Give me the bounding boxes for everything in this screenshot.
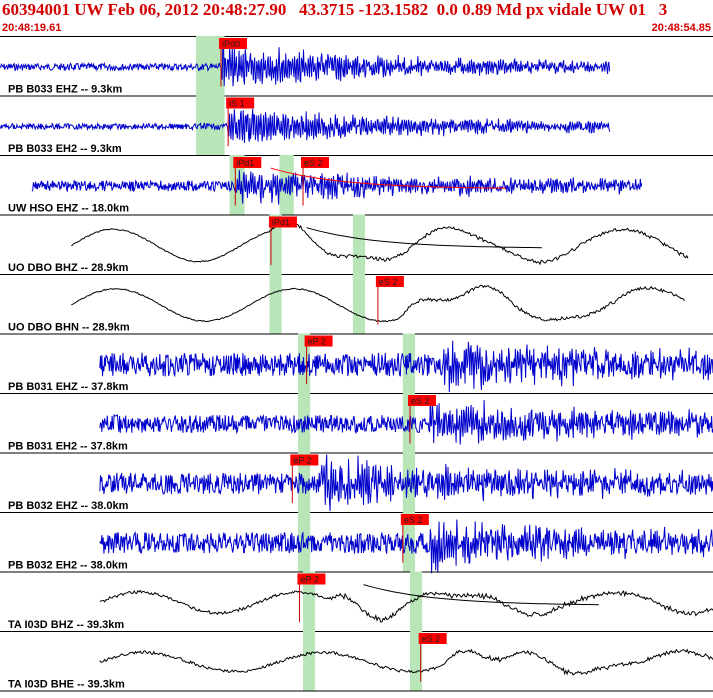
waveform-trace — [99, 400, 713, 445]
pick-flag-label: eS 2 — [379, 277, 398, 287]
trace-row[interactable]: eP 2 TA I03D BHZ -- 39.3km — [0, 571, 713, 632]
pick-flag-label: iS 1 — [229, 99, 245, 109]
pick-flag-label: eS 2 — [404, 515, 423, 525]
seismogram-panel[interactable]: iPd0 PB B033 EHZ -- 9.3km iS 1 PB B033 EH2 … — [0, 36, 713, 698]
pick-flag[interactable] — [219, 38, 248, 49]
pick-flag-label: eS 2 — [304, 158, 323, 168]
pick-flag[interactable] — [400, 514, 429, 525]
station-label: PB B032 EH2 -- 38.0km — [8, 560, 128, 572]
pick-flag-label: eS 2 — [422, 634, 441, 644]
pick-flag-label: iPd1 — [236, 158, 254, 168]
pick-flag-label: iPd1 — [272, 218, 290, 228]
pick-flag-label: eP 2 — [300, 575, 318, 585]
pick-flag-label: eP 2 — [308, 337, 326, 347]
waveform-trace — [0, 43, 611, 87]
pick-flag-label: eS 2 — [411, 396, 430, 406]
waveform-trace — [99, 648, 713, 676]
pick-flag-label: eP 2 — [293, 456, 311, 466]
coda-decay-curve — [270, 167, 507, 189]
waveform-trace — [99, 589, 713, 623]
station-label: TA I03D BHZ -- 39.3km — [8, 619, 124, 631]
waveform-trace — [99, 340, 713, 393]
pick-flag[interactable] — [297, 573, 326, 585]
pick-window-shade — [409, 571, 423, 631]
pick-window-shade — [352, 214, 366, 274]
pick-window-shade — [303, 631, 316, 691]
waveform-trace — [99, 519, 713, 574]
station-label: UO DBO BHZ -- 28.9km — [8, 262, 129, 274]
pick-flag-label: iPd0 — [222, 39, 240, 49]
coda-decay-curve — [363, 584, 599, 606]
pick-flag[interactable] — [226, 97, 255, 109]
trace-row[interactable]: eS 2 PB B032 EH2 -- 38.0km — [0, 512, 713, 574]
pick-flag[interactable] — [233, 157, 262, 168]
pick-window-shade — [402, 512, 415, 572]
pick-flag[interactable] — [268, 216, 297, 228]
pick-flag[interactable] — [418, 633, 447, 644]
waveform-trace — [31, 170, 643, 205]
pick-flag[interactable] — [301, 157, 330, 168]
trace-row[interactable]: eS 2 UO DBO BHN -- 28.9km — [0, 274, 713, 335]
pick-window-shade — [409, 631, 423, 691]
end-time-label: 20:48:54.85 — [651, 22, 711, 34]
station-label: PB B032 EHZ -- 38.0km — [8, 500, 129, 512]
station-label: PB B031 EH2 -- 37.8km — [8, 441, 128, 453]
header-bar: 60394001 UW Feb 06, 2012 20:48:27.90 43.… — [0, 0, 713, 36]
trace-row[interactable]: eP 2 PB B031 EHZ -- 37.8km — [0, 333, 713, 394]
trace-row[interactable]: eS 2 TA I03D BHE -- 39.3km — [0, 631, 713, 692]
pick-flag[interactable] — [290, 454, 319, 466]
waveform-trace — [99, 454, 713, 512]
trace-row[interactable]: iPd1 eS 2 UW HSO EHZ -- 18.0km — [0, 155, 713, 216]
station-label: PB B033 EH2 -- 9.3km — [8, 143, 122, 155]
pick-window-shade — [352, 274, 366, 334]
pick-flag[interactable] — [407, 395, 436, 406]
pick-window-shade — [303, 571, 316, 631]
station-label: PB B031 EHZ -- 37.8km — [8, 381, 129, 393]
trace-row[interactable]: iS 1 PB B033 EH2 -- 9.3km — [0, 95, 713, 156]
pick-window-shade — [269, 214, 282, 274]
trace-row[interactable]: iPd0 PB B033 EHZ -- 9.3km — [0, 36, 713, 97]
pick-window-shade — [269, 274, 282, 334]
coda-decay-curve — [306, 227, 542, 249]
station-label: UO DBO BHN -- 28.9km — [8, 322, 130, 334]
waveform-trace — [0, 108, 611, 143]
pick-flag[interactable] — [375, 276, 404, 287]
station-label: PB B033 EHZ -- 9.3km — [8, 84, 123, 96]
trace-row[interactable]: iPd1 UO DBO BHZ -- 28.9km — [0, 214, 713, 275]
waveform-trace — [71, 218, 689, 266]
event-title: 60394001 UW Feb 06, 2012 20:48:27.90 43.… — [2, 0, 668, 19]
station-label: TA I03D BHE -- 39.3km — [8, 679, 125, 691]
trace-row[interactable]: eS 2 PB B031 EH2 -- 37.8km — [0, 393, 713, 454]
start-time-label: 20:48:19.61 — [2, 22, 62, 34]
trace-row[interactable]: eP 2 PB B032 EHZ -- 38.0km — [0, 452, 713, 513]
pick-window-shade — [298, 512, 311, 572]
pick-flag[interactable] — [304, 335, 333, 347]
station-label: UW HSO EHZ -- 18.0km — [8, 203, 129, 215]
